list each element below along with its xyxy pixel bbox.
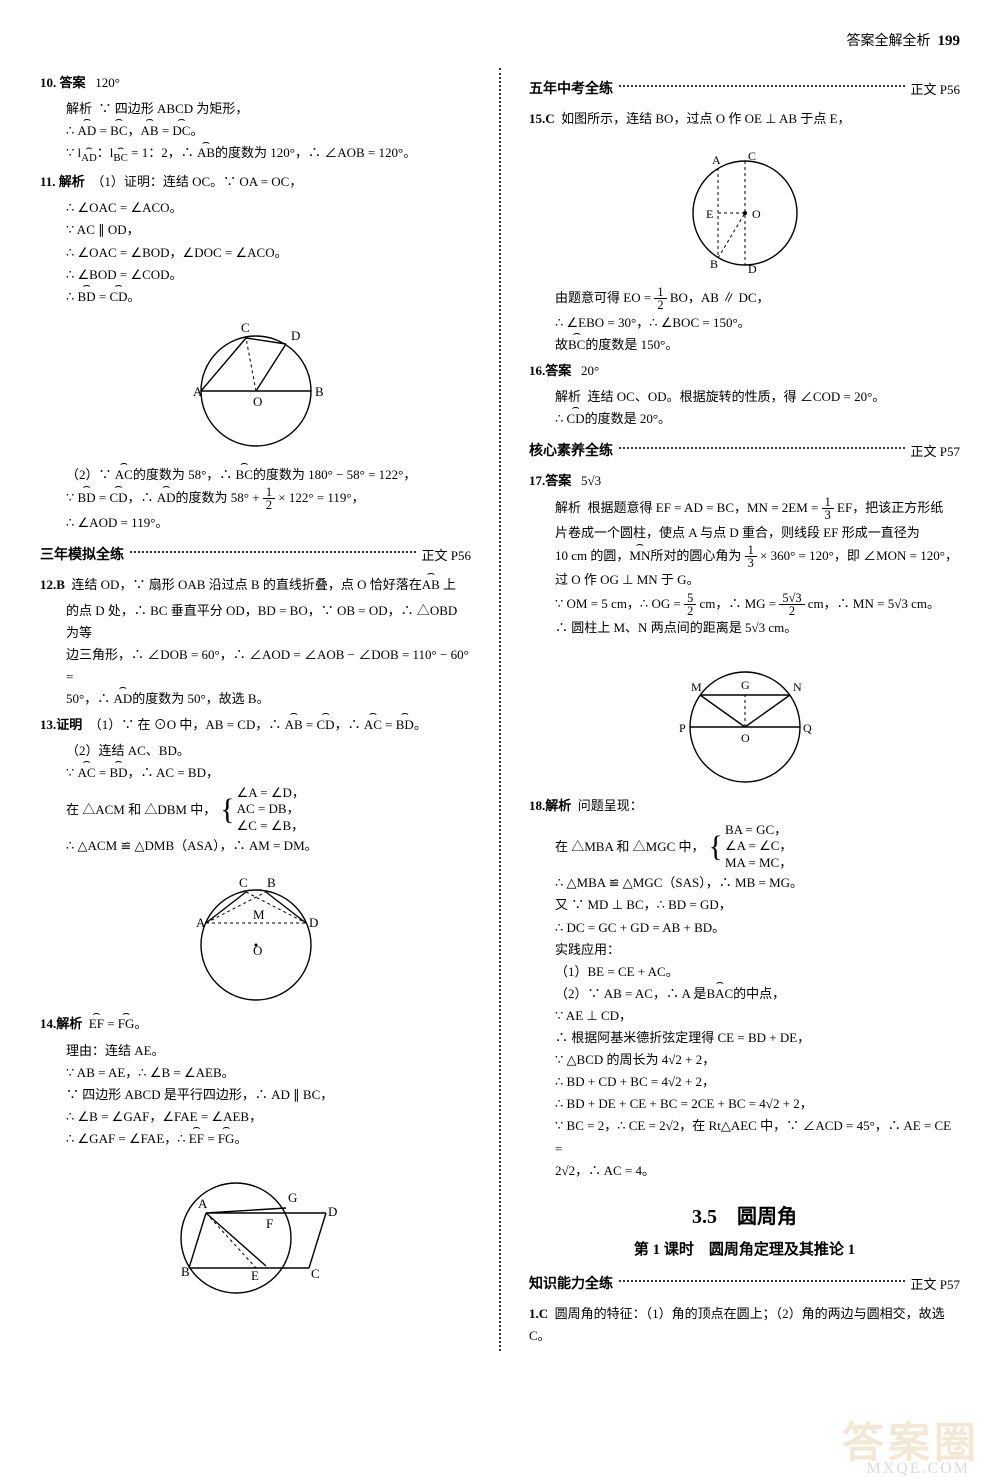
q11-figure: A B C D O	[40, 316, 471, 456]
q17: 17.答案 5√3	[529, 470, 960, 492]
q12: 12.B 连结 OD，∵ 扇形 OAB 沿过点 B 的直线折叠，点 O 恰好落在…	[40, 574, 471, 596]
q16: 16.答案 20°	[529, 360, 960, 382]
q10-explain: 解析 ∵ 四边形 ABCD 为矩形，	[40, 98, 471, 120]
svg-text:E: E	[706, 207, 713, 221]
svg-text:A: A	[193, 384, 203, 399]
left-column: 10. 答案 120° 解析 ∵ 四边形 ABCD 为矩形， ∴ AD = BC…	[40, 68, 475, 1351]
svg-text:O: O	[741, 731, 750, 745]
watermark-url: MXQE.COM	[866, 1460, 970, 1478]
section-3year: 三年模拟全练 正文 P56	[40, 544, 471, 568]
q10: 10. 答案 120°	[40, 72, 471, 94]
svg-text:A: A	[712, 153, 721, 167]
q15-figure: A B C D E O	[529, 138, 960, 278]
svg-text:O: O	[253, 394, 262, 409]
right-column: 五年中考全练 正文 P56 15.C 如图所示，连结 BO，过点 O 作 OE …	[525, 68, 960, 1351]
svg-text:A: A	[196, 915, 206, 930]
q18: 18.解析 问题呈现：	[529, 795, 960, 817]
svg-text:D: D	[748, 262, 757, 276]
section-knowledge: 知识能力全练 正文 P57	[529, 1273, 960, 1297]
svg-text:D: D	[309, 915, 318, 930]
svg-text:C: C	[241, 320, 250, 335]
q14-figure: A B C D E F G	[40, 1158, 471, 1318]
svg-text:N: N	[793, 680, 802, 694]
svg-text:B: B	[315, 384, 324, 399]
q14: 14.解析 EF = FG。	[40, 1013, 471, 1035]
watermark: 答案圈	[842, 1409, 980, 1470]
svg-text:C: C	[239, 875, 248, 890]
q13-figure: A B C D M O	[40, 865, 471, 1005]
svg-text:C: C	[748, 149, 756, 163]
svg-text:B: B	[710, 257, 718, 271]
svg-text:O: O	[253, 943, 262, 958]
page-number: 199	[938, 33, 961, 49]
svg-text:M: M	[691, 680, 702, 694]
svg-text:F: F	[266, 1216, 273, 1231]
svg-text:O: O	[752, 207, 761, 221]
svg-text:M: M	[253, 907, 265, 922]
svg-text:Q: Q	[803, 721, 812, 735]
svg-text:B: B	[267, 875, 276, 890]
svg-text:D: D	[291, 328, 300, 343]
svg-text:A: A	[198, 1196, 208, 1211]
header-title: 答案全解全析	[847, 34, 931, 49]
chapter-title: 3.5 圆周角	[529, 1200, 960, 1234]
q1-new: 1.C 圆周角的特征：（1）角的顶点在圆上；（2）角的两边与圆相交，故选 C。	[529, 1303, 960, 1347]
svg-text:B: B	[181, 1264, 190, 1279]
q15: 15.C 如图所示，连结 BO，过点 O 作 OE ⊥ AB 于点 E，	[529, 108, 960, 130]
page-header: 答案全解全析 199	[40, 30, 960, 50]
column-divider	[499, 68, 501, 1351]
svg-text:G: G	[288, 1190, 297, 1205]
svg-text:E: E	[251, 1268, 259, 1283]
q13: 13.证明 （1）∵ 在 ⊙O 中，AB = CD，∴ AB = CD，∴ AC…	[40, 714, 471, 736]
svg-text:D: D	[328, 1204, 337, 1219]
svg-text:C: C	[311, 1266, 320, 1281]
lesson-title: 第 1 课时 圆周角定理及其推论 1	[529, 1238, 960, 1264]
svg-text:P: P	[679, 721, 686, 735]
section-core: 核心素养全练 正文 P57	[529, 440, 960, 464]
q17-figure: M N G O P Q	[529, 647, 960, 787]
section-5year: 五年中考全练 正文 P56	[529, 78, 960, 102]
svg-text:G: G	[741, 678, 750, 692]
q11: 11. 解析 （1）证明：连结 OC。∵ OA = OC，	[40, 171, 471, 193]
